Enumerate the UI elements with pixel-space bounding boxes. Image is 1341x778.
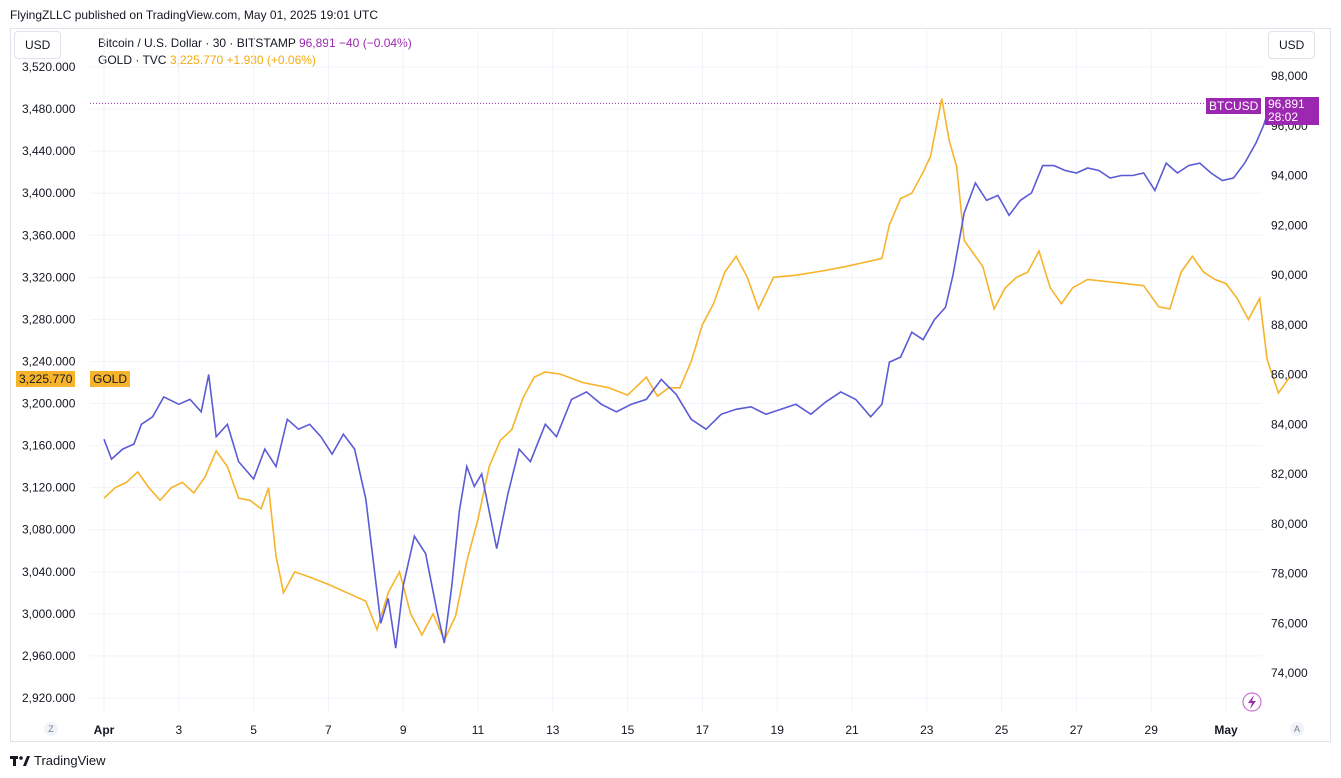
x-tick-label: 25 bbox=[995, 723, 1009, 737]
legend-gold-symbol: GOLD · TVC bbox=[98, 53, 167, 67]
right-currency-button[interactable]: USD bbox=[1268, 31, 1316, 59]
scale-left-button[interactable]: Z bbox=[44, 722, 58, 736]
btc-price-tag: 96,891 28:02 bbox=[1265, 97, 1319, 125]
btc-price-tag-value: 96,891 bbox=[1268, 97, 1305, 111]
y-left-tick-label: 3,280.000 bbox=[22, 312, 76, 326]
x-tick-label: 19 bbox=[771, 723, 785, 737]
x-tick-label: 15 bbox=[621, 723, 635, 737]
y-right-tick-label: 86,000 bbox=[1271, 368, 1308, 382]
y-left-tick-label: 3,440.000 bbox=[22, 144, 76, 158]
y-left-tick-label: 3,240.000 bbox=[22, 354, 76, 368]
tradingview-logo-icon bbox=[10, 755, 30, 766]
y-right-tick-label: 82,000 bbox=[1271, 467, 1308, 481]
y-right-tick-label: 84,000 bbox=[1271, 417, 1308, 431]
y-right-tick-label: 80,000 bbox=[1271, 517, 1308, 531]
gold-name-tag: GOLD bbox=[90, 371, 131, 387]
y-right-tick-label: 90,000 bbox=[1271, 268, 1308, 282]
legend-btc-change: −40 (−0.04%) bbox=[339, 36, 412, 50]
gold-price-tag-value: 3,225.770 bbox=[19, 372, 73, 386]
legend-gold-change: +1.930 (+0.06%) bbox=[226, 53, 316, 67]
y-left-tick-label: 3,480.000 bbox=[22, 102, 76, 116]
series-line-gold bbox=[103, 98, 1291, 643]
x-tick-label: May bbox=[1214, 723, 1238, 737]
y-left-tick-label: 3,520.000 bbox=[22, 60, 76, 74]
x-tick-label: 7 bbox=[325, 723, 332, 737]
x-tick-label: 21 bbox=[845, 723, 859, 737]
y-left-tick-label: 3,080.000 bbox=[22, 523, 76, 537]
footer-brand-text: TradingView bbox=[34, 753, 106, 768]
publish-caption: FlyingZLLC published on TradingView.com,… bbox=[10, 8, 378, 22]
y-left-tick-label: 3,000.000 bbox=[22, 607, 76, 621]
y-left-tick-label: 3,320.000 bbox=[22, 270, 76, 284]
legend-btc-symbol: Bitcoin / U.S. Dollar · 30 · BITSTAMP bbox=[98, 36, 296, 50]
y-left-tick-label: 3,040.000 bbox=[22, 565, 76, 579]
y-left-tick-label: 3,160.000 bbox=[22, 439, 76, 453]
y-left-tick-label: 3,400.000 bbox=[22, 186, 76, 200]
y-left-tick-label: 2,920.000 bbox=[22, 691, 76, 705]
y-right-tick-label: 98,000 bbox=[1271, 69, 1308, 83]
legend-btc[interactable]: Bitcoin / U.S. Dollar · 30 · BITSTAMP 96… bbox=[98, 36, 412, 50]
legend-btc-value: 96,891 bbox=[298, 36, 336, 50]
footer-branding[interactable]: TradingView bbox=[10, 753, 106, 768]
btc-countdown: 28:02 bbox=[1268, 110, 1299, 124]
y-left-tick-label: 3,200.000 bbox=[22, 397, 76, 411]
btc-name-tag: BTCUSD bbox=[1206, 98, 1262, 114]
y-right-tick-label: 92,000 bbox=[1271, 218, 1308, 232]
x-tick-label: 9 bbox=[400, 723, 407, 737]
x-tick-label: Apr bbox=[94, 723, 115, 737]
y-axis-right: 98,00096,00094,00092,00090,00088,00086,0… bbox=[1271, 69, 1308, 680]
x-tick-label: 3 bbox=[175, 723, 182, 737]
y-left-tick-label: 3,360.000 bbox=[22, 228, 76, 242]
left-currency-button[interactable]: USD bbox=[14, 31, 62, 59]
x-tick-label: 17 bbox=[696, 723, 710, 737]
x-axis: Apr 3 5 7 9 11 13 15 17 19 21 23 25 27 29 May bbox=[94, 723, 1238, 737]
x-tick-label: 5 bbox=[250, 723, 257, 737]
x-tick-label: 11 bbox=[472, 723, 485, 737]
y-right-tick-label: 94,000 bbox=[1271, 169, 1308, 183]
y-right-tick-label: 88,000 bbox=[1271, 318, 1308, 332]
chart-grid bbox=[90, 30, 1262, 712]
y-axis-left: 3,520.000 3,480.000 3,440.000 3,400.000 3,36… bbox=[22, 60, 76, 705]
x-tick-label: 13 bbox=[546, 723, 560, 737]
y-left-tick-label: 2,960.000 bbox=[22, 649, 76, 663]
x-tick-label: 29 bbox=[1145, 723, 1159, 737]
legend-gold[interactable]: GOLD · TVC 3,225.770 +1.930 (+0.06%) bbox=[98, 53, 316, 67]
x-tick-label: 27 bbox=[1070, 723, 1084, 737]
y-left-tick-label: 3,120.000 bbox=[22, 481, 76, 495]
scale-right-button[interactable]: A bbox=[1290, 722, 1304, 736]
legend-gold-value: 3,225.770 bbox=[169, 53, 224, 67]
x-tick-label: 23 bbox=[920, 723, 934, 737]
chart-frame[interactable] bbox=[10, 28, 1331, 742]
y-right-tick-label: 74,000 bbox=[1271, 666, 1308, 680]
y-right-tick-label: 78,000 bbox=[1271, 567, 1308, 581]
gold-price-tag: 3,225.770 bbox=[16, 371, 76, 387]
y-right-tick-label: 76,000 bbox=[1271, 616, 1308, 630]
lightning-icon[interactable] bbox=[1242, 692, 1262, 712]
series-line-btc bbox=[103, 103, 1272, 649]
